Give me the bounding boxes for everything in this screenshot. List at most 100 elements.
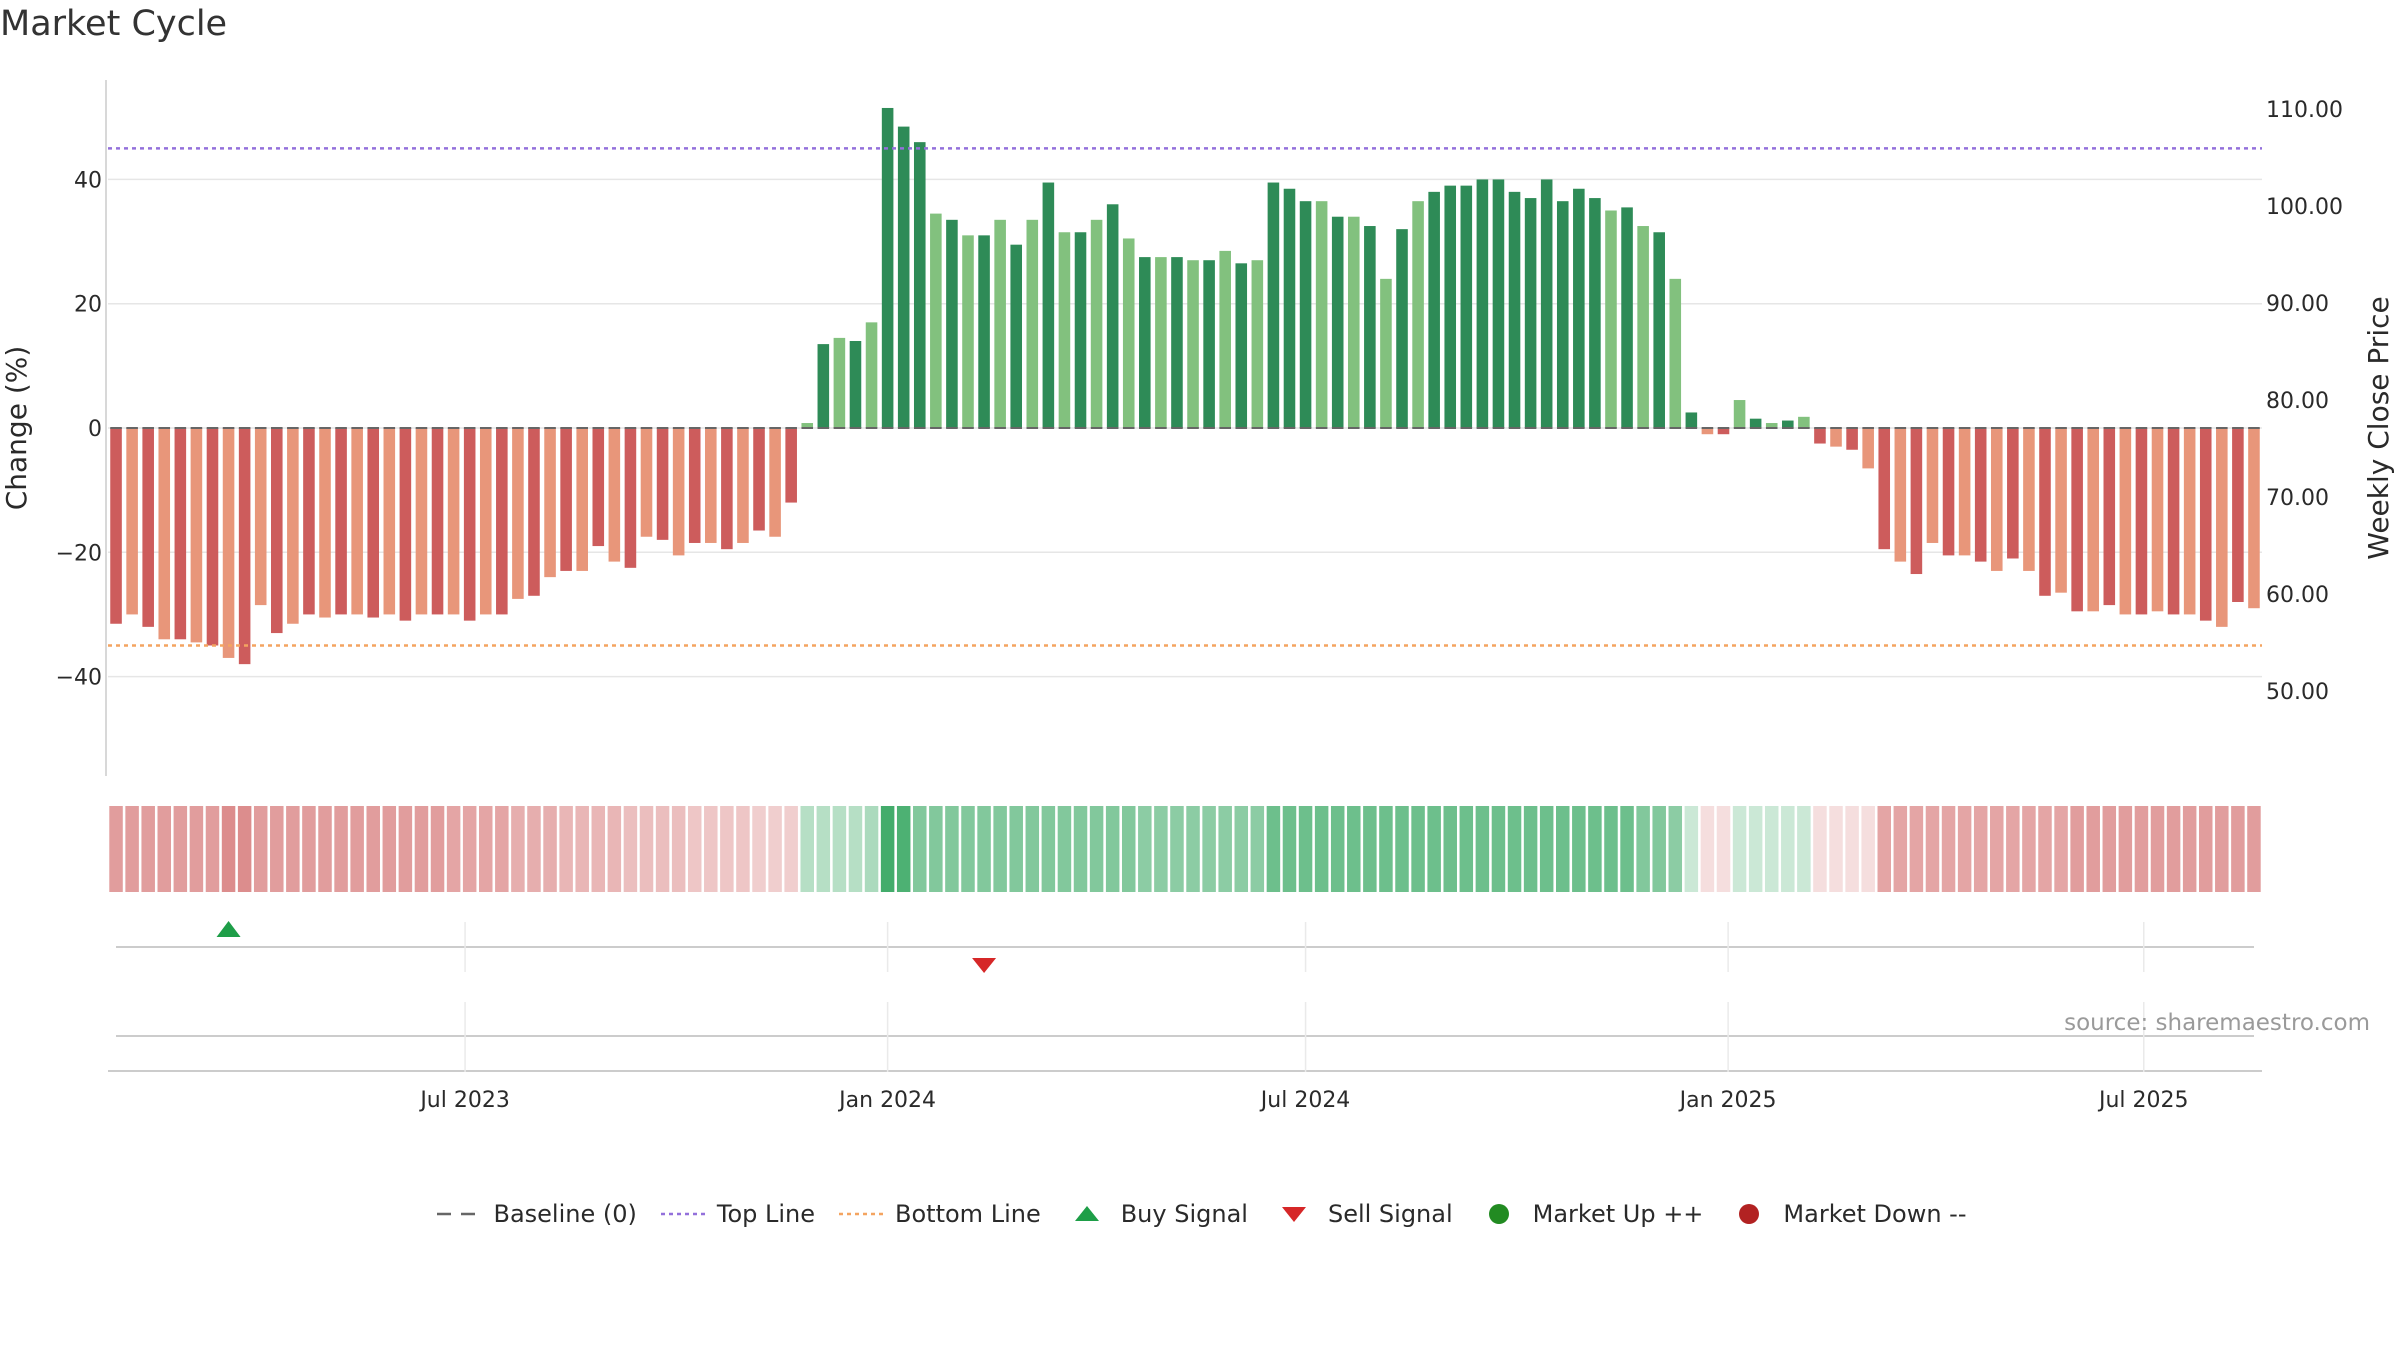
strip-cell (221, 806, 236, 892)
strip-cell (1427, 806, 1441, 892)
bar (2087, 428, 2100, 612)
bar (624, 428, 637, 568)
strip-cell (398, 806, 413, 892)
strip-cell (913, 806, 927, 892)
bar (1910, 428, 1923, 575)
strip-cell (2198, 806, 2213, 892)
strip-cell (752, 806, 766, 892)
bar (1171, 257, 1183, 428)
strip-cell (1105, 806, 1120, 892)
strip-cell (414, 806, 429, 892)
bar (753, 428, 765, 531)
bar (1251, 260, 1264, 428)
strip-cell (1973, 806, 1988, 892)
strip-cell (1636, 806, 1650, 892)
bar (1765, 423, 1778, 428)
y-tick-label: 40 (74, 168, 102, 193)
bar (1926, 428, 1939, 543)
legend-down-dot (1739, 1204, 1760, 1224)
bar (1315, 201, 1328, 428)
legend-label: Baseline (0) (493, 1200, 637, 1228)
axes: 40 20 0 −20 −40 Change (%) 110.00 100.00 90.00 80… (0, 80, 2395, 1113)
legend-item: Baseline (0) (433, 1200, 637, 1228)
bar (2248, 428, 2260, 609)
legend-label: Sell Signal (1327, 1200, 1453, 1228)
legend-up-dot (1488, 1204, 1509, 1224)
strip-cell (141, 806, 155, 892)
bar (1942, 428, 1955, 556)
bar (705, 428, 717, 543)
bar (110, 428, 122, 624)
strip-cell (1877, 806, 1891, 892)
strip-cell (157, 806, 172, 892)
strip-cell (2247, 806, 2261, 892)
bar (1090, 219, 1103, 428)
strip-cell (768, 806, 782, 892)
strip-cell (1829, 806, 1843, 892)
bar (1685, 412, 1698, 428)
strip-cell (2070, 806, 2084, 892)
strip-cell (2086, 806, 2100, 892)
bar (801, 423, 814, 428)
bar (721, 428, 733, 550)
bar (1878, 428, 1891, 550)
bar (1139, 257, 1151, 428)
bar (206, 428, 219, 646)
bar (881, 107, 894, 428)
strip-cell (382, 806, 397, 892)
legend-label: Market Up ++ (1532, 1200, 1704, 1228)
y-tick-label-right: 60.00 (2266, 583, 2329, 608)
strip-cell (1588, 806, 1602, 892)
strip-cell (993, 806, 1007, 892)
bar (158, 428, 171, 640)
strip-cell (848, 806, 863, 892)
bar (431, 428, 444, 615)
strip-cell (125, 806, 139, 892)
strip-cell (1411, 806, 1425, 892)
legend-symbol (437, 1212, 482, 1216)
strip-cell (446, 806, 461, 892)
strip-cell (1089, 806, 1104, 892)
bar (1444, 185, 1457, 428)
legend-item: Market Down -- (1723, 1200, 1967, 1228)
bar (254, 428, 267, 606)
strip-cell (1668, 806, 1683, 892)
bar (2216, 428, 2228, 627)
strip-cell (2166, 806, 2181, 892)
bar (737, 428, 749, 543)
strip-cell (2182, 806, 2197, 892)
legend-sell-triangle (1281, 1207, 1306, 1222)
bar (2055, 428, 2067, 593)
bar (1267, 182, 1280, 428)
bar (688, 428, 701, 543)
bar (576, 428, 588, 571)
bar (1347, 216, 1360, 428)
legend-item: Sell Signal (1268, 1200, 1453, 1228)
source-note: source: sharemaestro.com (2064, 1010, 2370, 1036)
bar (1573, 188, 1585, 428)
bar (463, 428, 476, 621)
bar (1219, 250, 1231, 428)
strip-cell (479, 806, 493, 892)
bar (2119, 428, 2132, 615)
bar (222, 428, 235, 658)
strip-cell (623, 806, 638, 892)
bar (2199, 428, 2212, 621)
bar (1749, 418, 1762, 428)
strip-cell (1330, 806, 1345, 892)
bar (1187, 260, 1199, 428)
strip-cell (2054, 806, 2068, 892)
strip-cell (1025, 806, 1040, 892)
strip-cell (109, 806, 123, 892)
bar (817, 344, 830, 428)
sell-signal-marker (972, 958, 997, 973)
reference-lines (108, 147, 2262, 647)
bar (1589, 198, 1601, 428)
strip-cell (1716, 806, 1731, 892)
strip-cell (1684, 806, 1699, 892)
y-tick-label: −20 (56, 541, 102, 566)
bar (1122, 238, 1135, 428)
strip-cell (1941, 806, 1956, 892)
strip-cell (1845, 806, 1859, 892)
bar (1460, 185, 1473, 428)
